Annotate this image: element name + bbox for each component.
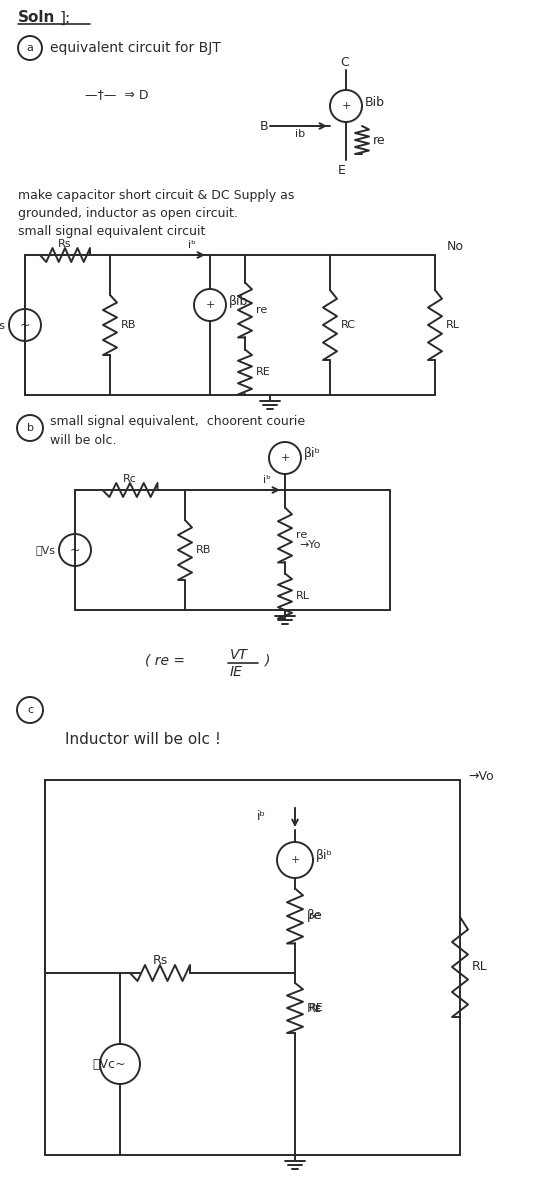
Text: equivalent circuit for BJT: equivalent circuit for BJT <box>50 41 221 55</box>
Text: ~: ~ <box>115 1057 125 1070</box>
Text: +: + <box>341 101 351 110</box>
Text: RL: RL <box>446 320 460 330</box>
Text: VT: VT <box>230 648 248 662</box>
Text: small signal equivalent,  choorent courie: small signal equivalent, choorent courie <box>50 415 305 428</box>
Text: ~: ~ <box>20 318 30 331</box>
Text: RB: RB <box>121 320 136 330</box>
Text: βiᵇ: βiᵇ <box>316 850 333 863</box>
Text: iᵇ: iᵇ <box>257 810 266 823</box>
Text: RE: RE <box>309 1003 324 1013</box>
Text: re: re <box>309 911 320 922</box>
Text: ⓑVs: ⓑVs <box>36 545 56 554</box>
Text: small signal equivalent circuit: small signal equivalent circuit <box>18 224 206 238</box>
Text: +: + <box>290 854 300 865</box>
Text: βib: βib <box>229 294 248 307</box>
Text: iᵇ: iᵇ <box>188 240 196 250</box>
Text: ⓑVc: ⓑVc <box>92 1057 115 1070</box>
Text: grounded, inductor as open circuit.: grounded, inductor as open circuit. <box>18 206 238 220</box>
Text: —†—  ⇒ D: —†— ⇒ D <box>85 89 149 102</box>
Text: ( re =: ( re = <box>145 653 185 667</box>
Text: Bib: Bib <box>365 96 385 108</box>
Text: No: No <box>447 240 464 253</box>
Text: ): ) <box>265 653 270 667</box>
Text: Soln: Soln <box>18 11 55 25</box>
Text: RL: RL <box>296 590 310 601</box>
Text: re: re <box>296 530 307 540</box>
Text: will be olc.: will be olc. <box>50 433 117 446</box>
Text: E: E <box>338 163 346 176</box>
Text: RB: RB <box>196 545 212 554</box>
Text: βiᵇ: βiᵇ <box>304 448 321 461</box>
Text: re: re <box>256 305 267 314</box>
Text: RL: RL <box>472 960 488 973</box>
Text: re: re <box>373 133 386 146</box>
Text: →Yo: →Yo <box>299 540 321 550</box>
Text: +: + <box>206 300 215 310</box>
Text: iᵇ: iᵇ <box>263 475 271 485</box>
Text: ~: ~ <box>70 544 80 557</box>
Text: ]:: ]: <box>60 11 71 25</box>
Text: Rs: Rs <box>58 239 72 248</box>
Text: a: a <box>26 43 33 53</box>
Text: Rc: Rc <box>123 474 137 484</box>
Text: IE: IE <box>230 665 243 679</box>
Text: Inductor will be olc !: Inductor will be olc ! <box>65 732 221 748</box>
Text: C: C <box>340 55 349 68</box>
Text: make capacitor short circuit & DC Supply as: make capacitor short circuit & DC Supply… <box>18 188 294 202</box>
Text: ⓑVs: ⓑVs <box>0 320 6 330</box>
Text: →Vo: →Vo <box>468 769 494 782</box>
Text: βe: βe <box>307 910 323 923</box>
Text: RE: RE <box>256 367 271 377</box>
Text: B: B <box>260 120 269 133</box>
Text: +: + <box>281 452 290 463</box>
Text: Rᴇ: Rᴇ <box>307 1002 322 1014</box>
Text: c: c <box>27 704 33 715</box>
Text: RC: RC <box>341 320 356 330</box>
Text: Rs: Rs <box>152 954 168 967</box>
Text: b: b <box>26 422 33 433</box>
Text: ib: ib <box>295 128 305 139</box>
